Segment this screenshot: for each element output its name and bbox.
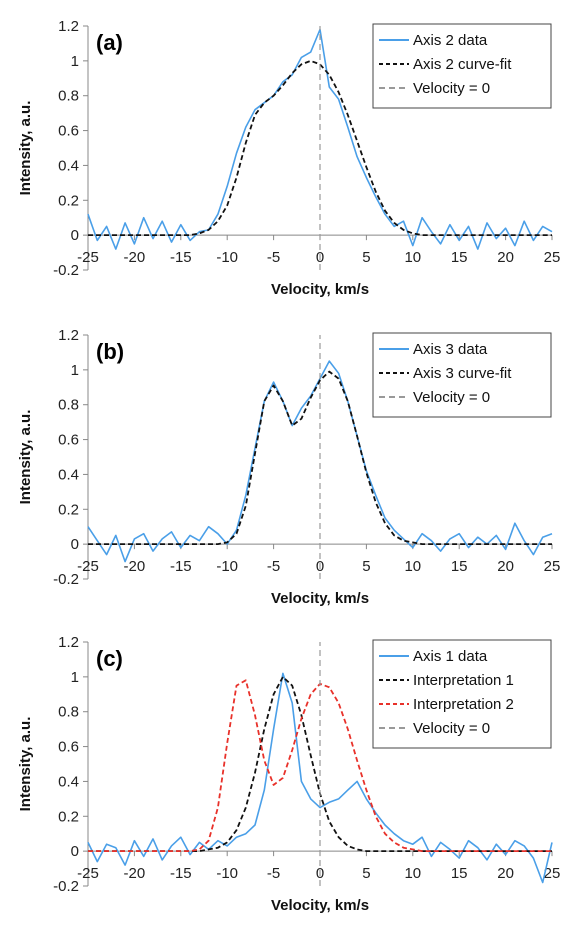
y-tick-label: 0.2 xyxy=(58,501,79,518)
y-tick-label: 0 xyxy=(71,227,79,244)
x-axis-label: Velocity, km/s xyxy=(271,590,369,607)
y-tick-label: 1.2 xyxy=(58,327,79,344)
x-tick-label: -5 xyxy=(267,865,280,882)
x-tick-label: -5 xyxy=(267,249,280,266)
x-tick-label: 25 xyxy=(544,249,561,266)
legend-entry: Interpretation 1 xyxy=(413,672,514,689)
x-axis-label: Velocity, km/s xyxy=(271,897,369,914)
x-tick-label: 5 xyxy=(362,865,370,882)
x-tick-label: -25 xyxy=(77,865,99,882)
x-tick-label: -15 xyxy=(170,865,192,882)
legend-box xyxy=(372,639,552,749)
x-tick-label: -25 xyxy=(77,249,99,266)
x-tick-label: 20 xyxy=(497,249,514,266)
panel-a: -0.200.20.40.60.811.2-25 -20 -15 -10 -5 0 5 10 1… xyxy=(17,18,560,298)
y-tick-label: 0.8 xyxy=(58,88,79,105)
y-tick-label: 0.2 xyxy=(58,808,79,825)
legend: Axis 1 data Interpretation 1 Interpretatio… xyxy=(372,639,552,749)
y-tick-label: -0.2 xyxy=(53,571,79,588)
y-tick-label: 0.6 xyxy=(58,432,79,449)
x-tick-label: -15 xyxy=(170,249,192,266)
panel-c: -0.200.20.40.60.811.2-25 -20 -15 -10 -5 0 5 10 1… xyxy=(17,634,560,914)
legend: Axis 3 data Axis 3 curve-fit Velocity = 0 xyxy=(372,332,552,418)
panel-b: -0.200.20.40.60.811.2-25 -20 -15 -10 -5 0 5 10 1… xyxy=(17,327,560,607)
x-tick-label: 10 xyxy=(404,865,421,882)
x-tick-label: -10 xyxy=(216,249,238,266)
y-axis-label: Intensity, a.u. xyxy=(17,410,34,505)
y-tick-label: 0.4 xyxy=(58,466,79,483)
y-tick-label: 1 xyxy=(71,669,79,686)
legend-entry: Axis 2 data xyxy=(413,32,488,49)
legend-entry: Axis 3 curve-fit xyxy=(413,365,512,382)
y-tick-label: 1 xyxy=(71,362,79,379)
x-axis-label: Velocity, km/s xyxy=(271,281,369,298)
y-axis-label: Intensity, a.u. xyxy=(17,717,34,812)
y-tick-label: 1.2 xyxy=(58,634,79,651)
legend-entry: Interpretation 2 xyxy=(413,696,514,713)
legend-entry: Axis 1 data xyxy=(413,648,488,665)
legend-box xyxy=(372,332,552,418)
x-tick-label: 10 xyxy=(404,558,421,575)
x-tick-label: 25 xyxy=(544,865,561,882)
y-tick-label: 0.6 xyxy=(58,123,79,140)
x-tick-label: -15 xyxy=(170,558,192,575)
legend-box xyxy=(372,23,552,109)
x-tick-label: 15 xyxy=(451,558,468,575)
x-tick-label: 5 xyxy=(362,249,370,266)
legend-entry: Axis 2 curve-fit xyxy=(413,56,512,73)
y-tick-label: 1.2 xyxy=(58,18,79,35)
series-line-1 xyxy=(88,370,552,545)
x-tick-label: -10 xyxy=(216,865,238,882)
y-tick-label: -0.2 xyxy=(53,262,79,279)
series-line-1 xyxy=(88,60,552,236)
legend-entry: Velocity = 0 xyxy=(413,389,490,406)
x-tick-label: -10 xyxy=(216,558,238,575)
y-tick-label: 0.4 xyxy=(58,773,79,790)
x-tick-label: 10 xyxy=(404,249,421,266)
x-tick-label: -20 xyxy=(124,249,146,266)
x-tick-label: -20 xyxy=(124,558,146,575)
x-tick-label: 15 xyxy=(451,865,468,882)
y-tick-label: 0.8 xyxy=(58,704,79,721)
x-tick-label: 15 xyxy=(451,249,468,266)
x-tick-label: -25 xyxy=(77,558,99,575)
y-tick-label: 1 xyxy=(71,53,79,70)
panel-label: (a) xyxy=(96,30,123,55)
legend-entry: Velocity = 0 xyxy=(413,720,490,737)
panel-label: (b) xyxy=(96,339,124,364)
y-tick-label: -0.2 xyxy=(53,878,79,895)
y-axis-label: Intensity, a.u. xyxy=(17,101,34,196)
series-line-0 xyxy=(87,672,553,884)
x-tick-label: -5 xyxy=(267,558,280,575)
legend-entry: Axis 3 data xyxy=(413,341,488,358)
legend: Axis 2 data Axis 2 curve-fit Velocity = 0 xyxy=(372,23,552,109)
legend-entry: Velocity = 0 xyxy=(413,80,490,97)
x-tick-label: 20 xyxy=(497,558,514,575)
y-tick-label: 0.4 xyxy=(58,157,79,174)
x-tick-label: 20 xyxy=(497,865,514,882)
x-tick-label: 5 xyxy=(362,558,370,575)
y-tick-label: 0.6 xyxy=(58,739,79,756)
y-tick-label: 0.8 xyxy=(58,397,79,414)
x-tick-label: -20 xyxy=(124,865,146,882)
y-tick-label: 0 xyxy=(71,843,79,860)
panel-label: (c) xyxy=(96,646,123,671)
x-tick-label: 25 xyxy=(544,558,561,575)
y-tick-label: 0.2 xyxy=(58,192,79,209)
y-tick-label: 0 xyxy=(71,536,79,553)
